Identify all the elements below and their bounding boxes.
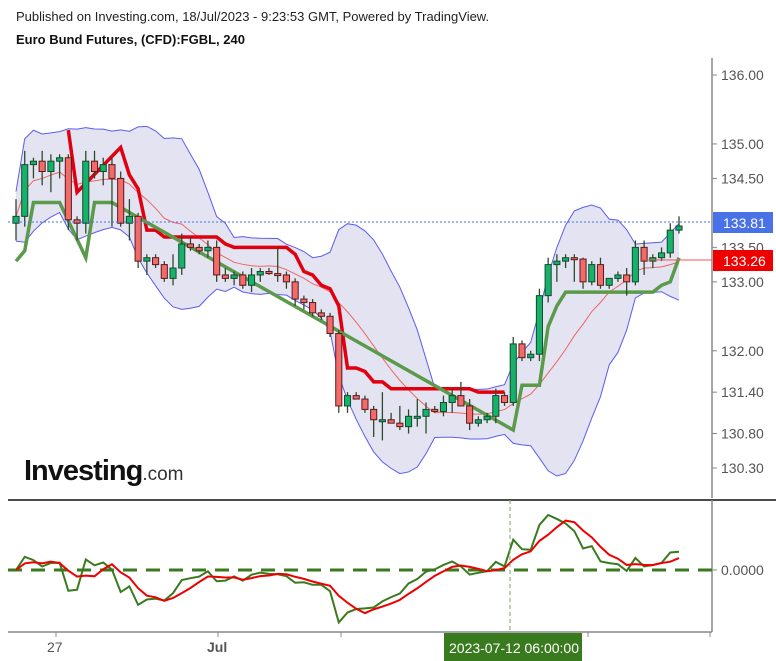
svg-text:135.00: 135.00 [721,136,764,152]
crosshair-time-label: 2023-07-12 06:00:00 [449,640,579,656]
oscillator-fast-line [15,513,680,625]
moving-average-line [15,171,680,415]
published-note: Published on Investing.com, 18/Jul/2023 … [16,9,490,24]
svg-text:130.80: 130.80 [721,426,764,442]
trailing-stop-line [14,129,681,433]
investing-logo: Investing.com [24,455,184,487]
svg-text:133.00: 133.00 [721,274,764,290]
svg-text:136.00: 136.00 [721,67,764,83]
last-price-label: 133.81 [723,215,766,231]
svg-text:131.40: 131.40 [721,384,764,400]
time-label-jul: Jul [207,639,227,655]
candlesticks [12,150,683,441]
last-price-badge [713,212,773,233]
price-axis-ticks: 136.00135.00134.50133.50133.00132.00131.… [712,67,764,476]
chart-title: Euro Bund Futures, (CFD):FGBL, 240 [16,32,245,47]
crosshair-time-badge [444,633,582,661]
svg-text:132.00: 132.00 [721,343,764,359]
oscillator-slow-line [15,519,680,615]
indicator-price-label: 133.26 [723,253,766,269]
svg-text:134.50: 134.50 [721,170,764,186]
indicator-price-badge [713,250,773,271]
time-label-27: 27 [47,639,63,655]
oscillator-zero-label: 0.0000 [721,562,764,578]
svg-text:130.30: 130.30 [721,460,764,476]
